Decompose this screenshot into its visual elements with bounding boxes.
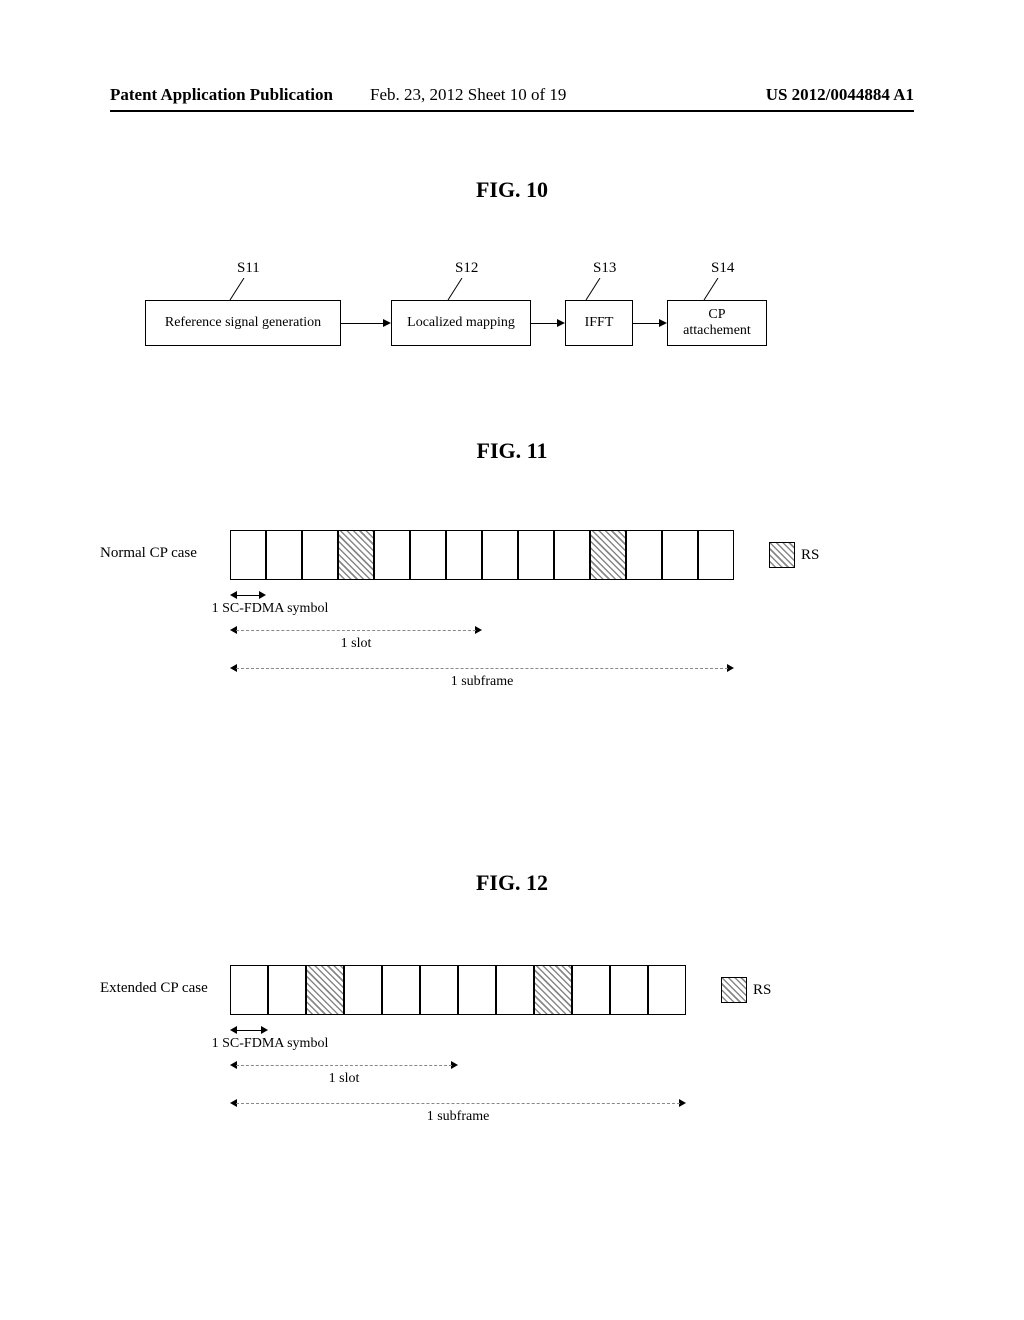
header-left: Patent Application Publication bbox=[110, 85, 333, 105]
data-symbol bbox=[420, 965, 458, 1015]
dim-line bbox=[236, 1065, 452, 1066]
dim-line bbox=[236, 1103, 680, 1104]
rs-symbol bbox=[534, 965, 572, 1015]
data-symbol bbox=[482, 530, 518, 580]
legend: RS bbox=[769, 542, 819, 568]
legend-label: RS bbox=[753, 982, 771, 999]
block-id-label: S14 bbox=[711, 260, 734, 277]
legend-box-rs bbox=[769, 542, 795, 568]
data-symbol bbox=[626, 530, 662, 580]
block-id-label: S12 bbox=[455, 260, 478, 277]
arrow-right-icon bbox=[679, 1099, 686, 1107]
data-symbol bbox=[382, 965, 420, 1015]
dim-slot-label: 1 slot bbox=[230, 636, 482, 652]
block-id-label: S11 bbox=[237, 260, 260, 277]
data-symbol bbox=[698, 530, 734, 580]
process-block: Localized mapping bbox=[391, 300, 531, 346]
data-symbol bbox=[374, 530, 410, 580]
fig10-title: FIG. 10 bbox=[0, 177, 1024, 203]
fig11-title: FIG. 11 bbox=[0, 438, 1024, 464]
arrow-head-icon bbox=[557, 319, 565, 327]
dim-line bbox=[236, 668, 728, 669]
legend-box-rs bbox=[721, 977, 747, 1003]
rs-symbol bbox=[306, 965, 344, 1015]
rs-symbol bbox=[590, 530, 626, 580]
fig10-diagram: S11 Reference signal generation S12 Localiz… bbox=[145, 260, 865, 360]
fig12-title: FIG. 12 bbox=[0, 870, 1024, 896]
data-symbol bbox=[554, 530, 590, 580]
arrow-right-icon bbox=[475, 626, 482, 634]
flow-arrow bbox=[341, 323, 384, 324]
legend: RS bbox=[721, 977, 771, 1003]
dim-subframe-label: 1 subframe bbox=[230, 1109, 686, 1125]
process-block: CPattachement bbox=[667, 300, 767, 346]
data-symbol bbox=[496, 965, 534, 1015]
data-symbol bbox=[458, 965, 496, 1015]
process-block: IFFT bbox=[565, 300, 633, 346]
data-symbol bbox=[230, 530, 266, 580]
data-symbol bbox=[344, 965, 382, 1015]
data-symbol bbox=[446, 530, 482, 580]
rs-symbol bbox=[338, 530, 374, 580]
data-symbol bbox=[266, 530, 302, 580]
data-symbol bbox=[648, 965, 686, 1015]
header-center: Feb. 23, 2012 Sheet 10 of 19 bbox=[370, 85, 566, 105]
legend-label: RS bbox=[801, 547, 819, 564]
data-symbol bbox=[302, 530, 338, 580]
case-label: Extended CP case bbox=[100, 980, 208, 997]
case-label: Normal CP case bbox=[100, 545, 197, 562]
dim-symbol-label: 1 SC-FDMA symbol bbox=[190, 1036, 350, 1052]
symbol-row bbox=[230, 530, 734, 580]
flow-arrow bbox=[633, 323, 660, 324]
symbol-row bbox=[230, 965, 686, 1015]
header-right: US 2012/0044884 A1 bbox=[766, 85, 914, 105]
dim-line bbox=[236, 595, 260, 596]
flow-arrow bbox=[531, 323, 558, 324]
data-symbol bbox=[572, 965, 610, 1015]
data-symbol bbox=[230, 965, 268, 1015]
data-symbol bbox=[518, 530, 554, 580]
arrow-right-icon bbox=[451, 1061, 458, 1069]
arrow-right-icon bbox=[261, 1026, 268, 1034]
arrow-right-icon bbox=[727, 664, 734, 672]
header-rule bbox=[110, 110, 914, 112]
arrow-head-icon bbox=[659, 319, 667, 327]
arrow-right-icon bbox=[259, 591, 266, 599]
data-symbol bbox=[268, 965, 306, 1015]
dim-line bbox=[236, 630, 476, 631]
data-symbol bbox=[662, 530, 698, 580]
dim-slot-label: 1 slot bbox=[230, 1071, 458, 1087]
arrow-head-icon bbox=[383, 319, 391, 327]
dim-subframe-label: 1 subframe bbox=[230, 674, 734, 690]
data-symbol bbox=[610, 965, 648, 1015]
dim-line bbox=[236, 1030, 262, 1031]
process-block: Reference signal generation bbox=[145, 300, 341, 346]
data-symbol bbox=[410, 530, 446, 580]
dim-symbol-label: 1 SC-FDMA symbol bbox=[190, 601, 350, 617]
block-id-label: S13 bbox=[593, 260, 616, 277]
